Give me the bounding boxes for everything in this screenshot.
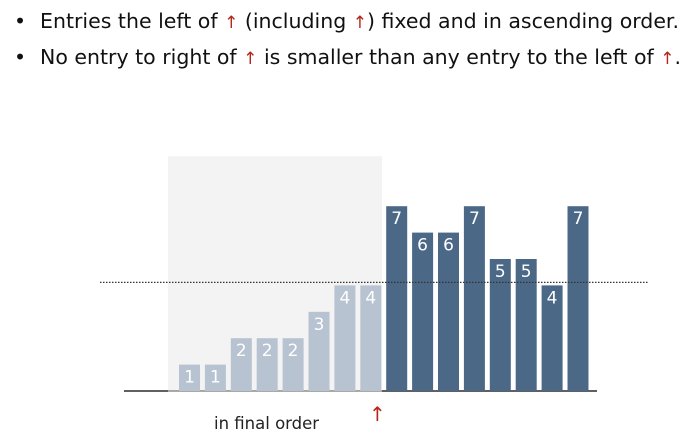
bar bbox=[308, 311, 330, 391]
bar-value-label: 6 bbox=[443, 236, 454, 256]
bar bbox=[438, 232, 459, 391]
bar-value-label: 5 bbox=[495, 262, 506, 282]
bar-value-label: 1 bbox=[184, 368, 195, 388]
bar bbox=[386, 206, 408, 391]
bullet-marker: • bbox=[14, 9, 27, 33]
final-order-caption: in final order bbox=[214, 414, 320, 433]
bar-value-label: 1 bbox=[210, 368, 221, 388]
bar bbox=[567, 206, 589, 391]
bar bbox=[230, 338, 252, 391]
bar bbox=[515, 259, 537, 391]
bullet-1-text-b: (including bbox=[238, 9, 353, 33]
bar bbox=[256, 338, 278, 391]
bar-value-label: 6 bbox=[417, 236, 428, 256]
bar bbox=[541, 285, 563, 391]
bar bbox=[334, 285, 356, 391]
bar bbox=[412, 232, 434, 391]
bar-value-label: 2 bbox=[262, 341, 273, 361]
bar-value-label: 2 bbox=[236, 341, 247, 361]
bullet-1-text-a: Entries the left of bbox=[40, 9, 225, 33]
bar bbox=[204, 364, 226, 391]
bar bbox=[360, 285, 382, 391]
bar bbox=[489, 259, 511, 391]
pointer-arrow-icon: ↑ bbox=[369, 402, 386, 426]
bar-value-label: 7 bbox=[469, 209, 480, 229]
bullet-list: • Entries the left of ↑ (including ↑) fix… bbox=[14, 4, 681, 76]
bullet-2-text-b: is smaller than any entry to the left of bbox=[257, 45, 661, 69]
bar bbox=[179, 364, 200, 391]
bullet-2-text-c: . bbox=[674, 45, 682, 69]
bullet-marker: • bbox=[14, 45, 27, 69]
bullet-2-text-a: No entry to right of bbox=[40, 45, 244, 69]
up-arrow-icon: ↑ bbox=[352, 13, 367, 33]
up-arrow-icon: ↑ bbox=[224, 13, 239, 33]
bar-value-label: 5 bbox=[521, 262, 532, 282]
bullet-2: • No entry to right of ↑ is smaller than … bbox=[14, 40, 681, 76]
bar-value-label: 4 bbox=[365, 288, 376, 308]
bar-value-label: 4 bbox=[339, 288, 350, 308]
up-arrow-icon: ↑ bbox=[243, 49, 258, 69]
up-arrow-icon: ↑ bbox=[660, 49, 675, 69]
bar-value-label: 2 bbox=[288, 341, 299, 361]
bar bbox=[463, 206, 485, 391]
bar-value-label: 3 bbox=[314, 315, 325, 335]
bullet-1-text-c: ) fixed and in ascending order. bbox=[366, 9, 679, 33]
bar bbox=[282, 338, 304, 391]
bullet-1: • Entries the left of ↑ (including ↑) fix… bbox=[14, 4, 681, 40]
bar-value-label: 7 bbox=[391, 209, 402, 229]
bar-value-label: 4 bbox=[547, 288, 558, 308]
bar-value-label: 7 bbox=[573, 209, 584, 229]
